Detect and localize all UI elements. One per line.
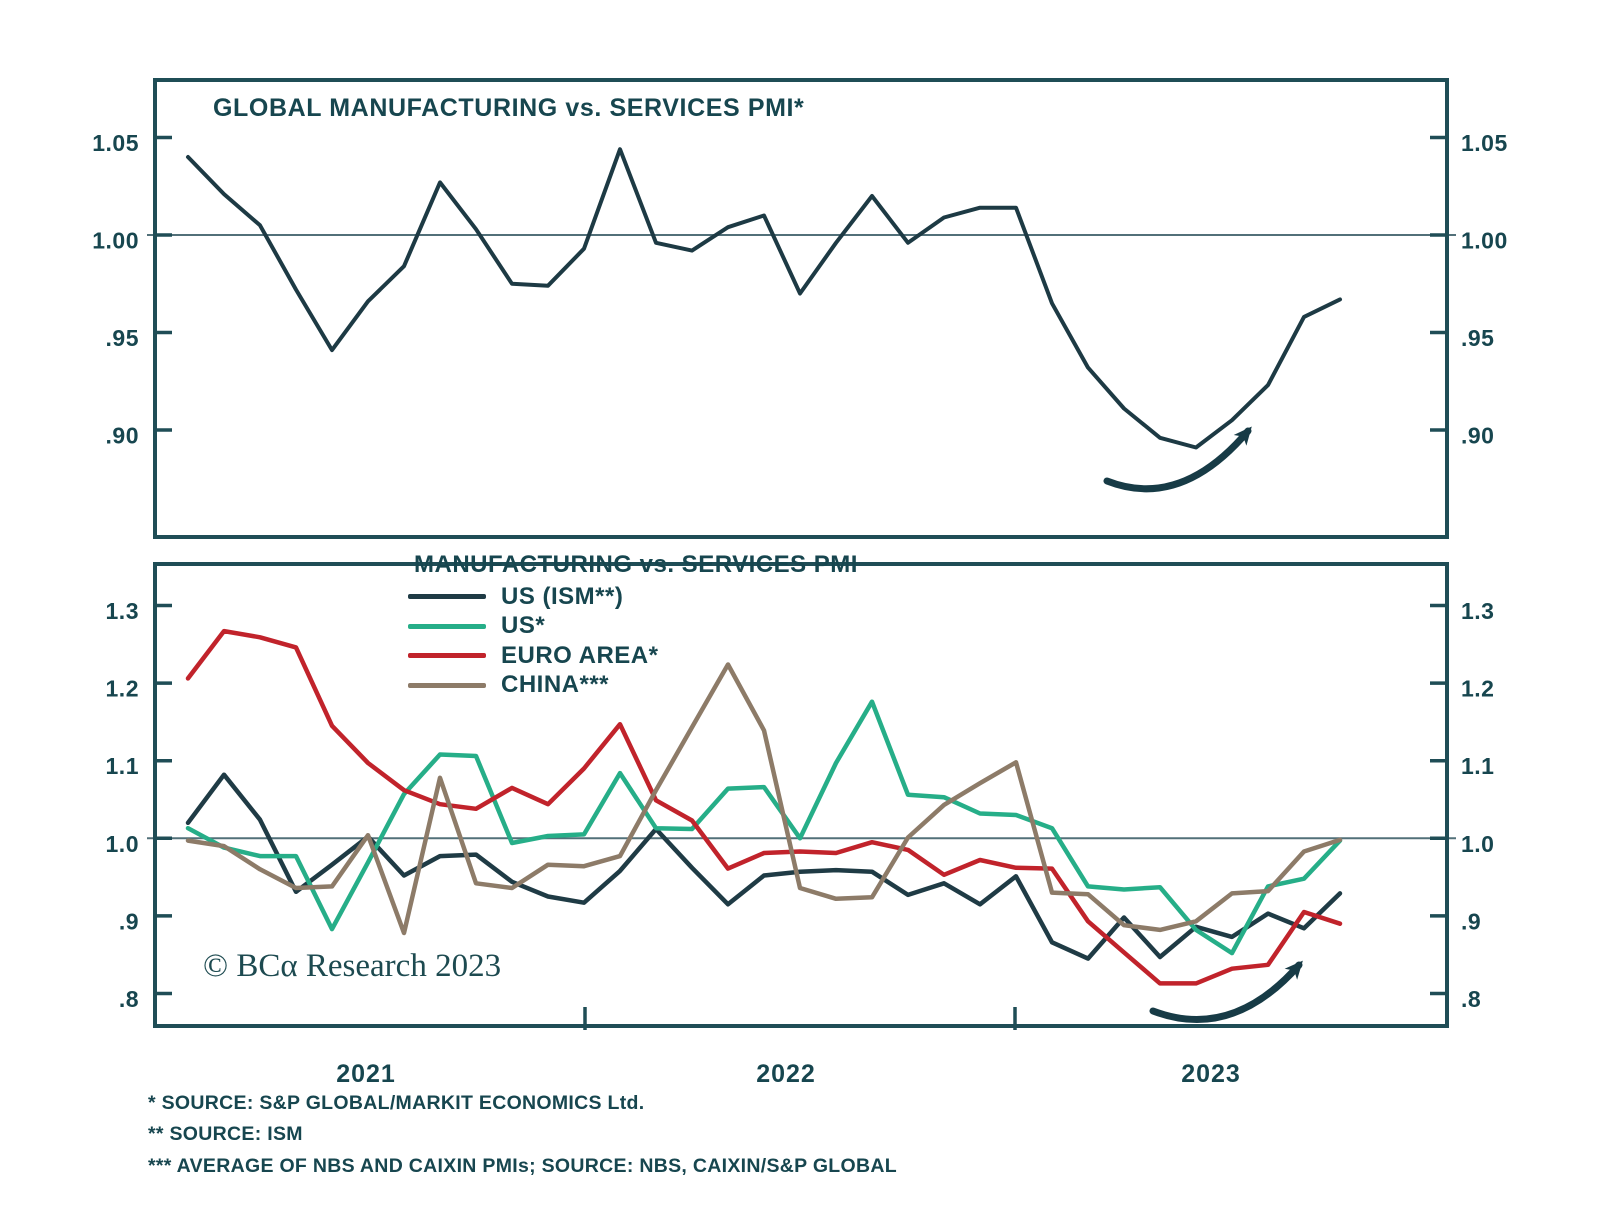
legend-item-china: CHINA*** — [408, 671, 858, 701]
y-tick-label-left: .95 — [106, 325, 139, 351]
panel-frame — [153, 562, 1449, 1028]
legend-item-us-ism: US (ISM**) — [408, 582, 858, 612]
footnote-source-china: *** AVERAGE OF NBS AND CAIXIN PMIs; SOUR… — [148, 1155, 897, 1177]
legend-title: MANUFACTURING vs. SERVICES PMI — [414, 551, 858, 578]
y-tick-label-left: .90 — [106, 423, 139, 449]
legend-label-euro-area: EURO AREA* — [501, 641, 659, 669]
panel-frame — [153, 78, 1449, 539]
legend-label-us: US* — [501, 612, 546, 640]
y-tick-label-right: 1.05 — [1461, 130, 1508, 156]
footnote-source-sp-global: * SOURCE: S&P GLOBAL/MARKIT ECONOMICS Lt… — [148, 1092, 645, 1114]
series-line-china — [185, 662, 1343, 936]
series-line-global-manufacturing-vs-services-pmi — [186, 147, 1342, 450]
y-tick-label-right: 1.00 — [1461, 228, 1508, 254]
x-axis-year-2023: 2023 — [1181, 1060, 1241, 1088]
y-tick-label-left: .8 — [119, 986, 139, 1012]
y-tick-label-left: 1.00 — [92, 228, 139, 254]
legend-label-china: CHINA*** — [501, 671, 610, 699]
y-tick-label-left: 1.0 — [106, 831, 139, 857]
y-tick-label-left: 1.2 — [106, 676, 139, 702]
panel-top: 1.05 1.05 1.00 1.00 .95 .95 .90 .90 — [92, 78, 1508, 539]
y-tick-label-right: .95 — [1461, 325, 1494, 351]
y-tick-label-right: .90 — [1461, 423, 1494, 449]
panel-bottom: 1.3 1.3 1.2 1.2 1.1 1.1 1.0 1.0 .9 .9 .8 .8 — [106, 562, 1494, 1030]
legend-label-us-ism: US (ISM**) — [501, 582, 624, 610]
rebound-arrow — [1149, 960, 1303, 1023]
copyright-note: © BCα Research 2023 — [203, 948, 502, 984]
y-tick-label-right: 1.1 — [1461, 753, 1494, 779]
legend-item-us: US* — [408, 612, 858, 642]
euro-area-line-swatch — [408, 653, 486, 659]
y-tick-label-right: 1.0 — [1461, 831, 1494, 857]
footnote-source-ism: ** SOURCE: ISM — [148, 1123, 303, 1145]
y-tick-label-left: 1.3 — [106, 598, 139, 624]
y-tick-label-right: 1.2 — [1461, 676, 1494, 702]
y-tick-label-left: 1.1 — [106, 753, 139, 779]
series-line-us — [185, 699, 1343, 956]
y-tick-label-right: .9 — [1461, 908, 1481, 934]
y-tick-label-left: .9 — [119, 908, 139, 934]
y-tick-label-right: 1.3 — [1461, 598, 1494, 624]
x-axis-year-2021: 2021 — [336, 1060, 396, 1088]
legend: MANUFACTURING vs. SERVICES PMI US (ISM**… — [408, 551, 858, 700]
us-line-swatch — [408, 623, 486, 629]
y-tick-label-left: 1.05 — [92, 130, 139, 156]
rebound-arrow — [1103, 426, 1252, 493]
china-line-swatch — [408, 682, 486, 688]
x-axis-year-2022: 2022 — [756, 1060, 816, 1088]
series-line-us-ism — [185, 772, 1343, 961]
y-tick-label-right: .8 — [1461, 986, 1481, 1012]
us-ism-line-swatch — [408, 594, 486, 600]
top-panel-title: GLOBAL MANUFACTURING vs. SERVICES PMI* — [213, 94, 805, 122]
series-line-euro-area — [185, 628, 1343, 986]
legend-item-euro-area: EURO AREA* — [408, 641, 858, 671]
